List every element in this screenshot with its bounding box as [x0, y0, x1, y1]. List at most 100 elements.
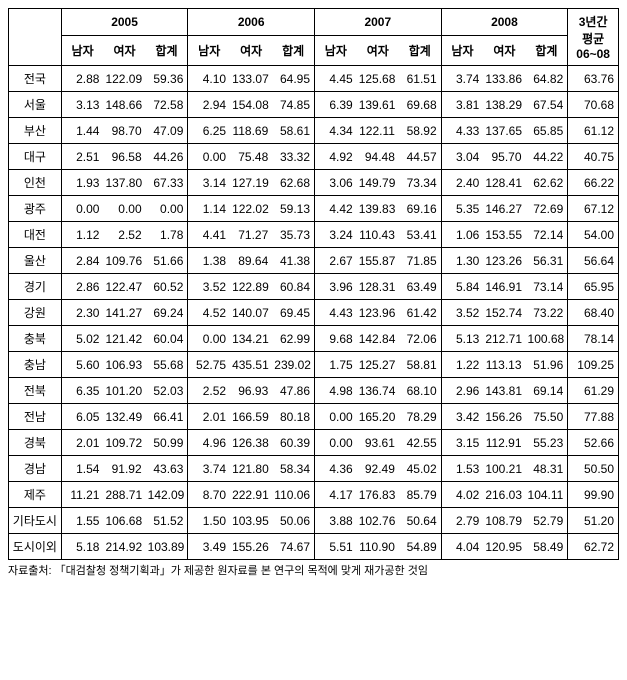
table-row: 충남5.60106.9355.6852.75435.51239.021.7512…	[9, 352, 619, 378]
data-cell: 0.00	[61, 196, 103, 222]
data-cell: 64.95	[272, 66, 314, 92]
subheader-cell: 합계	[146, 35, 188, 65]
data-cell: 106.93	[103, 352, 145, 378]
data-cell: 127.19	[230, 170, 272, 196]
data-cell: 2.86	[61, 274, 103, 300]
data-cell: 122.47	[103, 274, 145, 300]
data-cell: 137.65	[483, 118, 525, 144]
data-cell: 43.63	[146, 456, 188, 482]
data-cell: 155.87	[357, 248, 399, 274]
data-cell: 104.11	[526, 482, 568, 508]
data-cell: 9.68	[315, 326, 357, 352]
avg-cell: 61.29	[568, 378, 619, 404]
row-label: 전남	[9, 404, 62, 430]
data-cell: 1.14	[188, 196, 230, 222]
data-cell: 128.31	[357, 274, 399, 300]
data-cell: 140.07	[230, 300, 272, 326]
data-cell: 6.25	[188, 118, 230, 144]
avg-cell: 65.95	[568, 274, 619, 300]
data-cell: 3.42	[441, 404, 483, 430]
data-cell: 62.68	[272, 170, 314, 196]
subheader-cell: 여자	[103, 35, 145, 65]
data-cell: 4.41	[188, 222, 230, 248]
data-cell: 288.71	[103, 482, 145, 508]
data-cell: 66.41	[146, 404, 188, 430]
data-cell: 48.31	[526, 456, 568, 482]
table-row: 기타도시1.55106.6851.521.50103.9550.063.8810…	[9, 508, 619, 534]
data-cell: 113.13	[483, 352, 525, 378]
data-cell: 73.34	[399, 170, 441, 196]
data-cell: 69.45	[272, 300, 314, 326]
data-cell: 0.00	[103, 196, 145, 222]
data-cell: 69.14	[526, 378, 568, 404]
table-row: 광주0.000.000.001.14122.0259.134.42139.836…	[9, 196, 619, 222]
data-cell: 4.43	[315, 300, 357, 326]
avg-cell: 51.20	[568, 508, 619, 534]
data-cell: 149.79	[357, 170, 399, 196]
data-cell: 165.20	[357, 404, 399, 430]
data-cell: 138.29	[483, 92, 525, 118]
data-cell: 6.05	[61, 404, 103, 430]
avg-cell: 66.22	[568, 170, 619, 196]
data-cell: 110.43	[357, 222, 399, 248]
data-cell: 2.67	[315, 248, 357, 274]
data-cell: 4.96	[188, 430, 230, 456]
subheader-cell: 여자	[357, 35, 399, 65]
data-cell: 68.10	[399, 378, 441, 404]
data-cell: 2.94	[188, 92, 230, 118]
header-blank	[9, 9, 62, 66]
data-cell: 8.70	[188, 482, 230, 508]
subheader-row: 남자여자합계남자여자합계남자여자합계남자여자합계	[9, 35, 619, 65]
data-cell: 96.58	[103, 144, 145, 170]
data-cell: 55.23	[526, 430, 568, 456]
row-label: 대구	[9, 144, 62, 170]
data-cell: 1.44	[61, 118, 103, 144]
data-cell: 4.92	[315, 144, 357, 170]
row-label: 경남	[9, 456, 62, 482]
data-cell: 3.74	[441, 66, 483, 92]
data-cell: 2.51	[61, 144, 103, 170]
row-label: 광주	[9, 196, 62, 222]
data-cell: 4.10	[188, 66, 230, 92]
data-cell: 75.50	[526, 404, 568, 430]
subheader-cell: 남자	[188, 35, 230, 65]
avg-cell: 62.72	[568, 534, 619, 560]
data-cell: 156.26	[483, 404, 525, 430]
data-cell: 1.93	[61, 170, 103, 196]
avg-cell: 70.68	[568, 92, 619, 118]
table-header: 2005 2006 2007 2008 3년간 평균 06~08 남자여자합계남…	[9, 9, 619, 66]
data-cell: 0.00	[315, 404, 357, 430]
data-cell: 58.92	[399, 118, 441, 144]
data-cell: 93.61	[357, 430, 399, 456]
data-cell: 3.24	[315, 222, 357, 248]
data-cell: 56.31	[526, 248, 568, 274]
table-row: 전북6.35101.2052.032.5296.9347.864.98136.7…	[9, 378, 619, 404]
data-cell: 5.84	[441, 274, 483, 300]
data-cell: 60.84	[272, 274, 314, 300]
data-cell: 2.52	[103, 222, 145, 248]
avg-cell: 68.40	[568, 300, 619, 326]
data-cell: 4.34	[315, 118, 357, 144]
data-cell: 51.66	[146, 248, 188, 274]
data-cell: 58.61	[272, 118, 314, 144]
data-cell: 122.11	[357, 118, 399, 144]
data-cell: 89.64	[230, 248, 272, 274]
table-row: 전남6.05132.4966.412.01166.5980.180.00165.…	[9, 404, 619, 430]
data-cell: 132.49	[103, 404, 145, 430]
avg-cell: 77.88	[568, 404, 619, 430]
data-cell: 41.38	[272, 248, 314, 274]
avg-cell: 40.75	[568, 144, 619, 170]
data-cell: 125.27	[357, 352, 399, 378]
data-cell: 5.18	[61, 534, 103, 560]
data-cell: 214.92	[103, 534, 145, 560]
data-cell: 148.66	[103, 92, 145, 118]
data-cell: 3.74	[188, 456, 230, 482]
data-cell: 435.51	[230, 352, 272, 378]
header-avg: 3년간 평균 06~08	[568, 9, 619, 66]
table-row: 강원2.30141.2769.244.52140.0769.454.43123.…	[9, 300, 619, 326]
table-row: 대구2.5196.5844.260.0075.4833.324.9294.484…	[9, 144, 619, 170]
data-cell: 4.04	[441, 534, 483, 560]
table-row: 울산2.84109.7651.661.3889.6441.382.67155.8…	[9, 248, 619, 274]
data-cell: 98.70	[103, 118, 145, 144]
data-cell: 2.88	[61, 66, 103, 92]
